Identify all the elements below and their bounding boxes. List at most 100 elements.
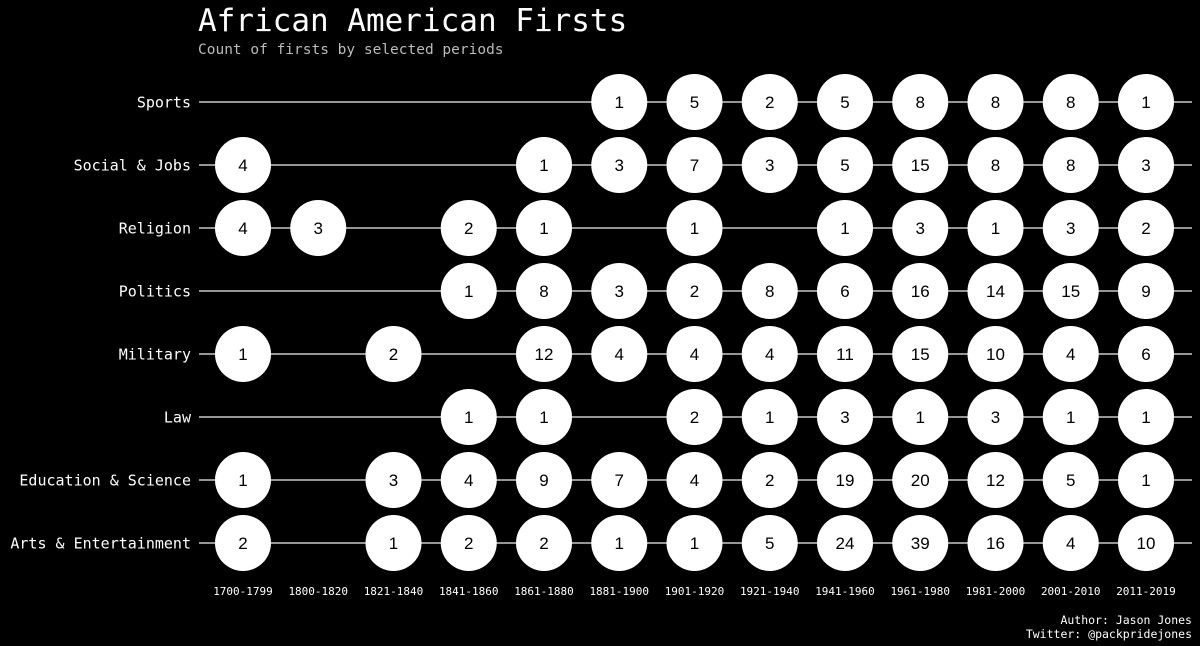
data-point — [967, 137, 1024, 193]
data-point — [741, 326, 798, 382]
data-point — [741, 452, 798, 508]
data-label: 1 — [464, 408, 473, 427]
data-point — [215, 137, 271, 193]
data-point — [440, 200, 497, 256]
data-point — [516, 326, 572, 382]
data-label: 6 — [840, 282, 849, 301]
data-label: 12 — [986, 471, 1005, 490]
data-point — [967, 452, 1024, 508]
data-label: 1 — [840, 219, 849, 238]
data-point — [1042, 389, 1099, 445]
data-point — [1118, 200, 1174, 256]
category-row: Social & Jobs 4 1 3 7 3 5 15 8 8 3 — [74, 137, 1192, 193]
data-label: 1 — [1141, 408, 1150, 427]
x-tick-label: 2001-2010 — [1041, 585, 1101, 598]
data-label: 4 — [238, 156, 247, 175]
data-point — [967, 389, 1024, 445]
data-point — [516, 263, 572, 319]
data-point — [215, 452, 271, 508]
data-label: 4 — [464, 471, 473, 490]
category-label: Social & Jobs — [74, 157, 191, 175]
category-row: Education & Science 1 3 4 9 7 4 2 19 20 12 5 1 — [19, 452, 1192, 508]
data-label: 1 — [1141, 471, 1150, 490]
data-point — [591, 515, 648, 571]
data-point — [591, 263, 648, 319]
data-label: 24 — [836, 534, 855, 553]
data-label: 1 — [539, 156, 548, 175]
data-point — [666, 137, 723, 193]
data-point — [440, 263, 497, 319]
data-point — [215, 200, 271, 256]
data-label: 19 — [836, 471, 855, 490]
data-label: 1 — [464, 282, 473, 301]
data-point — [666, 326, 723, 382]
data-point — [1118, 326, 1174, 382]
category-row: Politics 1 8 3 2 8 6 16 14 15 9 — [119, 263, 1192, 319]
data-point — [516, 515, 572, 571]
data-point — [516, 137, 572, 193]
data-label: 2 — [464, 534, 473, 553]
data-point — [892, 326, 949, 382]
data-point — [1042, 452, 1099, 508]
category-label: Education & Science — [19, 472, 191, 490]
data-label: 1 — [991, 219, 1000, 238]
data-point — [516, 200, 572, 256]
data-point — [290, 200, 347, 256]
x-tick-label: 1841-1860 — [439, 585, 499, 598]
data-point — [967, 74, 1024, 130]
data-label: 10 — [1137, 534, 1156, 553]
data-point — [892, 137, 949, 193]
data-point — [215, 515, 271, 571]
data-label: 5 — [765, 534, 774, 553]
data-point — [817, 326, 873, 382]
data-label: 9 — [1141, 282, 1150, 301]
data-point — [1042, 515, 1099, 571]
data-point — [741, 515, 798, 571]
x-tick-label: 1921-1940 — [740, 585, 800, 598]
data-point — [967, 326, 1024, 382]
data-label: 1 — [765, 408, 774, 427]
data-label: 6 — [1141, 345, 1150, 364]
data-point — [1118, 263, 1174, 319]
data-label: 1 — [615, 534, 624, 553]
data-label: 5 — [840, 156, 849, 175]
data-point — [1118, 452, 1174, 508]
credit-twitter: Twitter: @packpridejones — [1026, 627, 1192, 641]
data-label: 3 — [314, 219, 323, 238]
data-point — [817, 137, 873, 193]
data-point — [817, 200, 873, 256]
data-point — [666, 74, 723, 130]
data-point — [892, 389, 949, 445]
data-point — [817, 452, 873, 508]
data-label: 2 — [464, 219, 473, 238]
chart-title: African American Firsts — [198, 3, 627, 39]
data-label: 1 — [389, 534, 398, 553]
data-label: 4 — [765, 345, 774, 364]
data-point — [1042, 74, 1099, 130]
data-point — [741, 389, 798, 445]
data-label: 1 — [690, 534, 699, 553]
data-point — [666, 515, 723, 571]
data-point — [591, 452, 648, 508]
data-point — [892, 200, 949, 256]
data-point — [892, 452, 949, 508]
category-label: Military — [119, 346, 191, 364]
data-point — [440, 515, 497, 571]
data-point — [1042, 326, 1099, 382]
data-label: 3 — [615, 282, 624, 301]
data-label: 2 — [765, 471, 774, 490]
data-label: 1 — [539, 408, 548, 427]
data-label: 5 — [690, 93, 699, 112]
x-tick-label: 1981-2000 — [966, 585, 1026, 598]
data-point — [967, 200, 1024, 256]
data-label: 12 — [535, 345, 554, 364]
data-point — [817, 74, 873, 130]
data-point — [440, 452, 497, 508]
data-point — [666, 452, 723, 508]
data-point — [741, 137, 798, 193]
data-label: 39 — [911, 534, 930, 553]
data-label: 4 — [690, 471, 699, 490]
data-label: 7 — [690, 156, 699, 175]
data-point — [1042, 263, 1099, 319]
